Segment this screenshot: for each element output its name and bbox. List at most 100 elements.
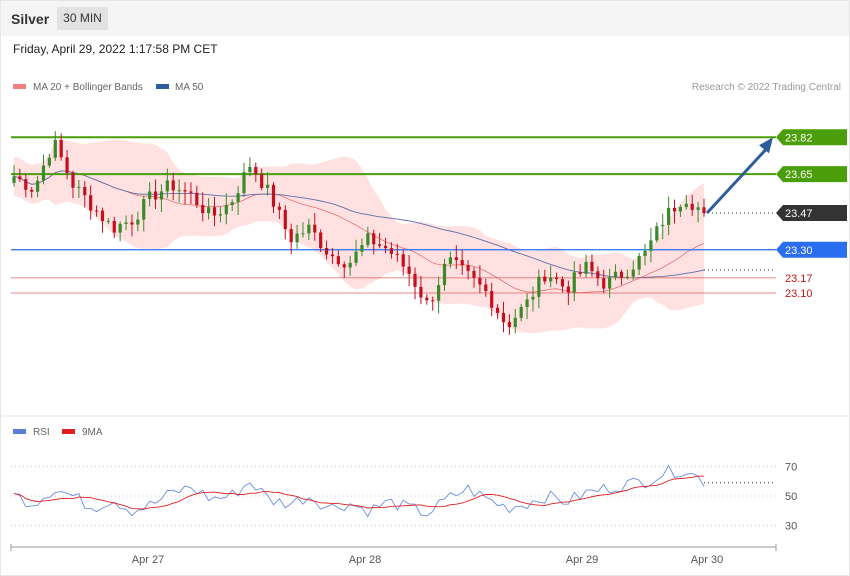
candle-body bbox=[218, 214, 223, 216]
candle-body bbox=[301, 233, 305, 235]
candle-body bbox=[248, 166, 252, 173]
candle-body bbox=[89, 195, 93, 211]
candle-body bbox=[348, 262, 352, 268]
level-label-23.47: 23.47 bbox=[785, 208, 813, 220]
candle-body bbox=[201, 204, 205, 214]
projection-arrow-line bbox=[705, 148, 768, 215]
candle-body bbox=[254, 166, 258, 175]
timeframe-button[interactable]: 30 MIN bbox=[57, 7, 108, 30]
candle-body bbox=[83, 186, 87, 196]
candle-body bbox=[655, 226, 659, 241]
candle-body bbox=[549, 277, 553, 282]
candle-body bbox=[578, 272, 582, 274]
projection-arrow-head bbox=[759, 137, 773, 154]
candle-body bbox=[631, 269, 635, 277]
candle-body bbox=[407, 266, 411, 274]
ma20-legend-swatch bbox=[13, 84, 26, 89]
candle-body bbox=[283, 209, 287, 230]
candle-body bbox=[171, 180, 175, 191]
candle-body bbox=[71, 172, 75, 188]
candle-body bbox=[625, 276, 629, 278]
candle-body bbox=[142, 199, 146, 220]
candle-body bbox=[260, 174, 264, 188]
candle-body bbox=[230, 202, 234, 205]
candle-body bbox=[649, 240, 653, 251]
candle-body bbox=[389, 248, 394, 254]
candle-body bbox=[602, 278, 606, 289]
candle-body bbox=[295, 233, 299, 243]
rsi-ma-legend-label: 9MA bbox=[82, 427, 103, 438]
candle-body bbox=[77, 186, 81, 188]
candle-body bbox=[307, 224, 311, 234]
level-tag-23.47 bbox=[776, 205, 847, 222]
level-tag-23.82 bbox=[776, 129, 847, 146]
candle-body bbox=[437, 285, 441, 301]
candle-body bbox=[543, 276, 547, 282]
rsi-ma-line bbox=[13, 475, 705, 510]
candle-body bbox=[584, 261, 588, 274]
candle-body bbox=[419, 286, 423, 298]
candle-body bbox=[360, 245, 364, 252]
candle-body bbox=[136, 219, 140, 225]
candle-body bbox=[53, 139, 57, 158]
candle-body bbox=[619, 271, 624, 278]
top-bar bbox=[1, 1, 849, 36]
candle-body bbox=[59, 139, 63, 158]
candle-body bbox=[212, 207, 217, 216]
candle-body bbox=[106, 220, 110, 222]
candle-body bbox=[566, 286, 570, 293]
candle-body bbox=[513, 317, 517, 328]
level-label-23.82: 23.82 bbox=[785, 132, 813, 144]
candle-body bbox=[667, 207, 671, 225]
level-label-23.30: 23.30 bbox=[785, 245, 813, 257]
candle-body bbox=[495, 307, 500, 313]
candle-body bbox=[183, 190, 187, 192]
level-label-23.65: 23.65 bbox=[785, 169, 813, 181]
candle-body bbox=[413, 273, 417, 287]
x-tick-label: Apr 28 bbox=[349, 554, 381, 566]
symbol-title: Silver bbox=[11, 11, 50, 27]
level-label-23.10: 23.10 bbox=[785, 288, 813, 300]
candle-body bbox=[702, 207, 706, 214]
candle-body bbox=[372, 233, 376, 245]
datetime-label: Friday, April 29, 2022 1:17:58 PM CET bbox=[13, 42, 218, 56]
candle-body bbox=[313, 224, 317, 233]
candle-body bbox=[118, 223, 122, 233]
level-tag-23.65 bbox=[776, 166, 847, 183]
candle-body bbox=[572, 272, 576, 293]
rsi-line bbox=[13, 464, 705, 518]
candle-body bbox=[189, 191, 193, 193]
candle-body bbox=[159, 191, 164, 200]
candle-body bbox=[18, 176, 22, 180]
candle-body bbox=[165, 180, 169, 192]
candle-body bbox=[277, 206, 281, 210]
candle-body bbox=[30, 189, 34, 192]
candle-body bbox=[472, 270, 476, 278]
candle-body bbox=[507, 322, 511, 328]
candle-body bbox=[195, 192, 199, 205]
candle-body bbox=[100, 210, 105, 222]
candle-body bbox=[12, 176, 16, 183]
candle-body bbox=[690, 203, 694, 210]
candle-body bbox=[224, 204, 228, 215]
rsi-ma-legend-swatch bbox=[62, 429, 75, 434]
candle-body bbox=[672, 207, 677, 212]
candle-body bbox=[478, 277, 482, 285]
candle-body bbox=[608, 277, 612, 289]
candle-body bbox=[236, 193, 240, 203]
candle-body bbox=[271, 184, 276, 207]
candle-body bbox=[442, 263, 447, 286]
candle-body bbox=[65, 157, 69, 173]
ma50-legend-swatch bbox=[156, 84, 169, 89]
candle-body bbox=[153, 191, 158, 200]
candle-body bbox=[454, 257, 458, 261]
x-tick-label: Apr 27 bbox=[132, 554, 164, 566]
candle-body bbox=[177, 190, 181, 192]
candle-body bbox=[554, 277, 559, 280]
candle-body bbox=[242, 172, 246, 194]
candle-body bbox=[342, 264, 346, 268]
candle-body bbox=[425, 297, 429, 301]
candle-body bbox=[41, 165, 46, 181]
credit-label: Research © 2022 Trading Central bbox=[692, 82, 841, 93]
candle-body bbox=[401, 254, 405, 267]
